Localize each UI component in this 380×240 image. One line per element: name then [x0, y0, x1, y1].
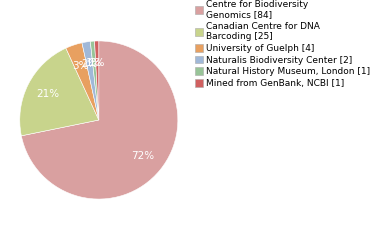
Wedge shape	[82, 42, 99, 120]
Text: 1%: 1%	[86, 58, 103, 68]
Wedge shape	[90, 41, 99, 120]
Wedge shape	[21, 41, 178, 199]
Text: 2%: 2%	[81, 59, 98, 69]
Legend: Centre for Biodiversity
Genomics [84], Canadian Centre for DNA
Barcoding [25], U: Centre for Biodiversity Genomics [84], C…	[195, 0, 370, 88]
Wedge shape	[66, 43, 99, 120]
Text: 3%: 3%	[73, 61, 89, 71]
Text: 1%: 1%	[89, 58, 106, 68]
Wedge shape	[20, 48, 99, 136]
Text: 72%: 72%	[131, 151, 154, 161]
Wedge shape	[95, 41, 99, 120]
Text: 21%: 21%	[36, 89, 60, 99]
